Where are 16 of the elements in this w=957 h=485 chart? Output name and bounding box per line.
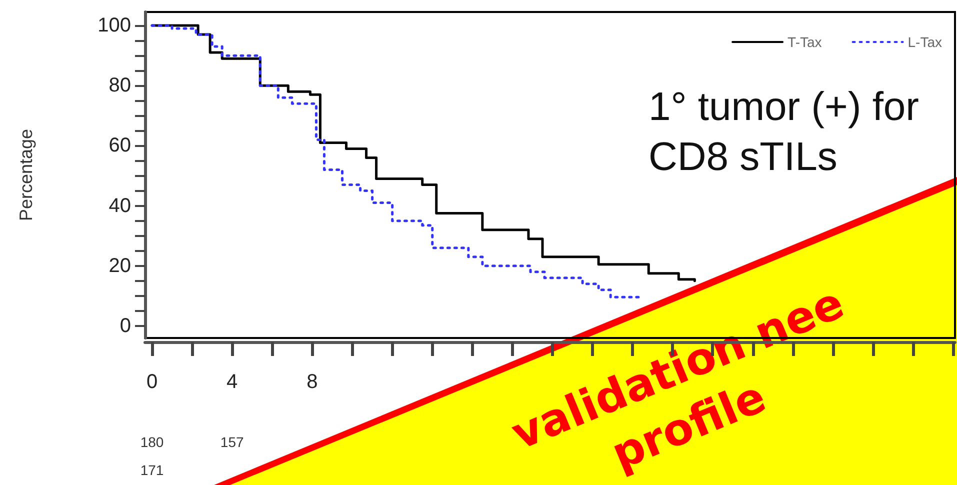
text: 180 — [140, 434, 164, 450]
y-axis-title: Percentage — [16, 128, 36, 222]
legend-label: L-Tax — [908, 34, 942, 50]
legend-label: T-Tax — [788, 34, 822, 50]
x-tick-label: 0 — [146, 371, 158, 393]
y-tick-label: 20 — [108, 254, 131, 277]
y-tick-label: 60 — [108, 134, 131, 157]
y-tick-label: 0 — [120, 314, 131, 337]
y-tick-label: 80 — [108, 74, 131, 97]
text: 171 — [140, 462, 164, 478]
annotation: 1° tumor (+) for CD8 sTILs — [648, 85, 920, 179]
y-tick-label: 40 — [108, 194, 131, 217]
y-tick-label: 100 — [98, 14, 131, 37]
x-tick-label: 8 — [306, 371, 318, 393]
text: 157 — [220, 434, 244, 450]
x-tick-label: 4 — [226, 371, 238, 393]
